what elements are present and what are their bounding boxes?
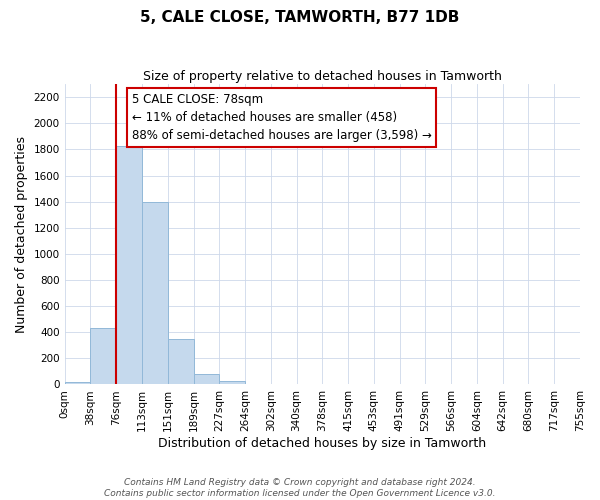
Bar (65, 382, 91, 384)
Bar (142, 202, 168, 384)
Bar (219, 381, 245, 384)
Title: Size of property relative to detached houses in Tamworth: Size of property relative to detached ho… (143, 70, 502, 83)
Bar (91, 328, 116, 384)
Y-axis label: Number of detached properties: Number of detached properties (15, 136, 28, 333)
Text: 5 CALE CLOSE: 78sqm
← 11% of detached houses are smaller (458)
88% of semi-detac: 5 CALE CLOSE: 78sqm ← 11% of detached ho… (131, 93, 431, 142)
Bar (116, 146, 142, 384)
Text: 5, CALE CLOSE, TAMWORTH, B77 1DB: 5, CALE CLOSE, TAMWORTH, B77 1DB (140, 10, 460, 25)
X-axis label: Distribution of detached houses by size in Tamworth: Distribution of detached houses by size … (158, 437, 487, 450)
Bar (193, 374, 219, 384)
Text: Contains HM Land Registry data © Crown copyright and database right 2024.
Contai: Contains HM Land Registry data © Crown c… (104, 478, 496, 498)
Bar (168, 339, 193, 384)
